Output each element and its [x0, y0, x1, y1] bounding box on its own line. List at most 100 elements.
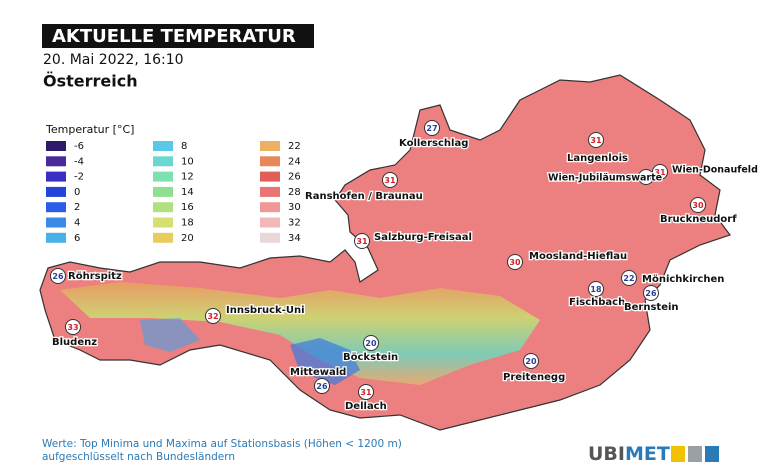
- legend-label: 0: [74, 187, 80, 198]
- station-name: Wien-Jubiläumswarte: [548, 173, 662, 184]
- legend-swatch: [260, 156, 280, 167]
- station-name: Bludenz: [52, 337, 97, 348]
- legend-swatch: [260, 232, 280, 243]
- region: Österreich: [43, 72, 138, 91]
- station-marker: [523, 353, 539, 369]
- alpine-zone: [60, 282, 540, 385]
- legend-title: Temperatur [°C]: [45, 123, 134, 136]
- legend-swatch: [153, 156, 173, 167]
- logo-icon: [688, 446, 702, 462]
- logo: UBIMET: [588, 443, 670, 465]
- station-name: Bruckneudorf: [660, 214, 737, 225]
- legend-label: 12: [181, 172, 194, 183]
- legend-swatch: [260, 171, 280, 182]
- station-marker: [588, 281, 604, 297]
- legend-label: 10: [181, 156, 194, 167]
- station-value: 31: [360, 388, 372, 397]
- legend-label: 18: [181, 218, 194, 229]
- legend-label: 30: [288, 202, 301, 213]
- legend-label: -4: [74, 156, 84, 167]
- station-marker: [354, 233, 370, 249]
- legend-swatch: [46, 232, 66, 243]
- station-name: Bernstein: [624, 302, 679, 313]
- station-value: 33: [67, 323, 78, 332]
- station-marker: [588, 132, 604, 148]
- legend-label: 2: [74, 202, 80, 213]
- station-marker: [652, 164, 668, 180]
- legend-swatch: [46, 141, 66, 151]
- legend-label: 34: [288, 233, 301, 244]
- legend-label: 8: [181, 141, 187, 152]
- station-marker: [205, 308, 221, 324]
- station-value: 31: [590, 136, 602, 145]
- legend-label: 16: [181, 202, 194, 213]
- station-marker: [65, 319, 81, 335]
- station-name: Böckstein: [343, 352, 398, 363]
- legend-swatch: [260, 186, 280, 197]
- legend-swatch: [153, 186, 173, 197]
- title-box: [42, 24, 314, 48]
- station-value: 26: [316, 382, 328, 391]
- station-marker: [621, 270, 637, 286]
- legend-label: -6: [74, 141, 84, 152]
- station-name: Wien-Donaufeld: [672, 165, 758, 176]
- legend-swatch: [260, 217, 280, 228]
- legend-label: 22: [288, 141, 301, 152]
- station-value: 22: [623, 274, 634, 283]
- station-name: Salzburg-Freisaal: [374, 232, 472, 243]
- legend-swatch: [46, 186, 66, 197]
- station-value: 26: [645, 289, 657, 298]
- station-value: 20: [525, 357, 537, 366]
- legend-swatch: [153, 141, 173, 151]
- high-alps: [290, 338, 360, 385]
- logo-icon: [671, 446, 685, 462]
- high-alps: [140, 318, 200, 352]
- station-name: Röhrspitz: [68, 271, 122, 282]
- station-value: 18: [590, 285, 602, 294]
- station-marker: [50, 268, 66, 284]
- station-name: Langenlois: [567, 153, 628, 164]
- station-marker: [382, 172, 398, 188]
- legend-swatch: [260, 141, 280, 151]
- legend-swatch: [260, 202, 280, 213]
- station-name: Innsbruck-Uni: [226, 305, 305, 316]
- legend-label: 32: [288, 218, 301, 229]
- station-marker: [358, 384, 374, 400]
- station-value: 31: [654, 168, 666, 177]
- legend-label: 14: [181, 187, 194, 198]
- station-value: 27: [426, 124, 437, 133]
- station-value: 30: [692, 201, 704, 210]
- station-value: 26: [52, 272, 64, 281]
- station-name: Ranshofen / Braunau: [305, 191, 423, 202]
- station-marker: [363, 335, 379, 351]
- legend-label: 28: [288, 187, 301, 198]
- station-name: Dellach: [345, 401, 387, 412]
- footer-line: aufgeschlüsselt nach Bundesländern: [42, 451, 235, 463]
- footer-line: Werte: Top Minima und Maxima auf Station…: [42, 438, 402, 450]
- legend-swatch: [46, 156, 66, 167]
- station-name: Mittewald: [290, 367, 346, 378]
- legend-label: 20: [181, 233, 194, 244]
- station-name: Mönichkirchen: [642, 274, 724, 285]
- legend-label: 6: [74, 233, 80, 244]
- legend-swatch: [153, 232, 173, 243]
- station-value: 31: [356, 237, 368, 246]
- station-name: Kollerschlag: [399, 138, 468, 149]
- station-value: 31: [384, 176, 396, 185]
- station-name: Preitenegg: [503, 372, 565, 383]
- station-value: 26: [640, 173, 652, 182]
- legend-label: -2: [74, 172, 84, 183]
- station-marker: [424, 120, 440, 136]
- legend-label: 24: [288, 156, 301, 167]
- station-value: 30: [509, 258, 521, 267]
- station-name: Fischbach: [569, 297, 625, 308]
- station-marker: [690, 197, 706, 213]
- date: 20. Mai 2022, 16:10: [43, 52, 184, 68]
- station-name: Moosland-Hieflau: [529, 251, 627, 262]
- legend-swatch: [46, 217, 66, 228]
- austria-shape: [39, 74, 731, 431]
- legend-swatch: [153, 217, 173, 228]
- legend-swatch: [153, 202, 173, 213]
